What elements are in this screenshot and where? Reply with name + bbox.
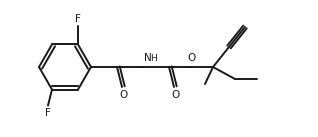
Text: O: O [119,90,127,100]
Text: O: O [171,90,179,100]
Text: H: H [150,54,157,63]
Text: F: F [75,14,81,24]
Text: F: F [45,108,51,118]
Text: N: N [144,53,152,63]
Text: O: O [188,53,196,63]
